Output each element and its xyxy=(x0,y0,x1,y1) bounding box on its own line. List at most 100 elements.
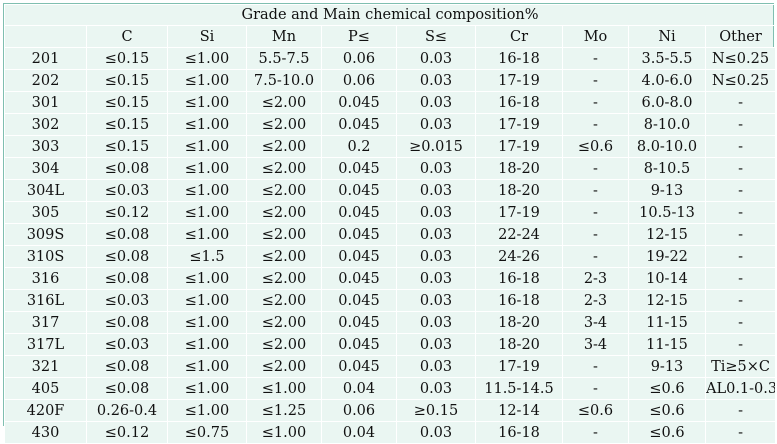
cell-other: - xyxy=(704,179,777,202)
cell-other: AL0.1-0.3 xyxy=(704,377,777,400)
cell-mn: ≤2.00 xyxy=(246,289,322,312)
column-header-si: Si xyxy=(167,25,247,48)
cell-s: 0.03 xyxy=(396,69,476,92)
cell-p: 0.04 xyxy=(321,377,397,400)
grade-cell: 304 xyxy=(4,157,87,180)
grade-cell: 316L xyxy=(4,289,87,312)
grade-cell: 304L xyxy=(4,179,87,202)
cell-mo: - xyxy=(562,69,629,92)
cell-cr: 17-19 xyxy=(475,135,563,158)
cell-s: 0.03 xyxy=(396,333,476,356)
table-row: 201 ≤0.15 ≤1.00 5.5-7.5 0.06 0.03 16-18-3.5-5.… xyxy=(4,47,777,70)
grade-cell: 405 xyxy=(4,377,87,400)
cell-s: 0.03 xyxy=(396,47,476,70)
cell-c: ≤0.08 xyxy=(86,223,168,246)
table-row: 305 ≤0.12 ≤1.00 ≤2.00 0.045 0.03 17-19-10.5-13… xyxy=(4,201,777,224)
cell-s: 0.03 xyxy=(396,113,476,136)
table-row: 309S ≤0.08 ≤1.00 ≤2.00 0.045 0.03 22-24-12-15- xyxy=(4,223,777,246)
cell-ni: 8-10.5 xyxy=(628,157,706,180)
cell-ni: 8.0-10.0 xyxy=(628,135,706,158)
cell-ni: 10.5-13 xyxy=(628,201,706,224)
table-row: 420F 0.26-0.4 ≤1.00 ≤1.25 0.06 ≥0.15 12-14 ≤0.6… xyxy=(4,399,777,422)
cell-mn: ≤2.00 xyxy=(246,267,322,290)
cell-si: ≤1.5 xyxy=(167,245,247,268)
table-row: 316L ≤0.03 ≤1.00 ≤2.00 0.045 0.03 16-18 2-3 12-1… xyxy=(4,289,777,312)
cell-mo: 2-3 xyxy=(562,289,629,312)
cell-ni: 11-15 xyxy=(628,333,706,356)
cell-p: 0.045 xyxy=(321,179,397,202)
cell-cr: 22-24 xyxy=(475,223,563,246)
cell-mn: ≤2.00 xyxy=(246,245,322,268)
cell-mn: 5.5-7.5 xyxy=(246,47,322,70)
cell-p: 0.045 xyxy=(321,157,397,180)
cell-cr: 16-18 xyxy=(475,47,563,70)
cell-ni: 12-15 xyxy=(628,289,706,312)
cell-mn: ≤2.00 xyxy=(246,135,322,158)
cell-mo: 3-4 xyxy=(562,333,629,356)
cell-mo: 2-3 xyxy=(562,267,629,290)
cell-cr: 16-18 xyxy=(475,91,563,114)
cell-p: 0.045 xyxy=(321,245,397,268)
cell-cr: 16-18 xyxy=(475,421,563,444)
cell-si: ≤1.00 xyxy=(167,289,247,312)
cell-mn: ≤2.00 xyxy=(246,355,322,378)
cell-c: ≤0.03 xyxy=(86,333,168,356)
cell-si: ≤1.00 xyxy=(167,399,247,422)
cell-p: 0.045 xyxy=(321,355,397,378)
cell-other: N≤0.25 xyxy=(704,69,777,92)
grade-cell: 202 xyxy=(4,69,87,92)
table-row: 301 ≤0.15 ≤1.00 ≤2.00 0.045 0.03 16-18-6.0-8.0… xyxy=(4,91,777,114)
cell-p: 0.045 xyxy=(321,113,397,136)
cell-other: - xyxy=(704,201,777,224)
cell-mo: - xyxy=(562,201,629,224)
cell-cr: 17-19 xyxy=(475,69,563,92)
cell-c: ≤0.03 xyxy=(86,289,168,312)
cell-other: - xyxy=(704,157,777,180)
cell-c: ≤0.15 xyxy=(86,113,168,136)
table-row: 310S ≤0.08 ≤1.5 ≤2.00 0.045 0.03 24-26-19-22- xyxy=(4,245,777,268)
cell-c: ≤0.12 xyxy=(86,421,168,444)
cell-mn: ≤2.00 xyxy=(246,113,322,136)
cell-s: 0.03 xyxy=(396,421,476,444)
cell-mo: - xyxy=(562,355,629,378)
cell-p: 0.06 xyxy=(321,47,397,70)
cell-ni: 4.0-6.0 xyxy=(628,69,706,92)
cell-si: ≤1.00 xyxy=(167,157,247,180)
cell-mn: ≤2.00 xyxy=(246,223,322,246)
cell-ni: 6.0-8.0 xyxy=(628,91,706,114)
table-row: 321 ≤0.08 ≤1.00 ≤2.00 0.045 0.03 17-19-9-13 Ti≥… xyxy=(4,355,777,378)
cell-c: ≤0.15 xyxy=(86,47,168,70)
cell-si: ≤1.00 xyxy=(167,69,247,92)
cell-mn: ≤2.00 xyxy=(246,157,322,180)
grade-cell: 420F xyxy=(4,399,87,422)
cell-mo: - xyxy=(562,91,629,114)
grade-cell: 302 xyxy=(4,113,87,136)
cell-si: ≤1.00 xyxy=(167,267,247,290)
cell-other: - xyxy=(704,245,777,268)
cell-cr: 12-14 xyxy=(475,399,563,422)
cell-c: ≤0.08 xyxy=(86,267,168,290)
cell-p: 0.045 xyxy=(321,91,397,114)
cell-c: ≤0.08 xyxy=(86,355,168,378)
table-header-row: C Si Mn P≤ S≤ Cr Mo Ni Other xyxy=(4,25,777,48)
cell-c: ≤0.08 xyxy=(86,311,168,334)
cell-cr: 17-19 xyxy=(475,201,563,224)
cell-other: - xyxy=(704,267,777,290)
cell-s: 0.03 xyxy=(396,267,476,290)
cell-other: - xyxy=(704,421,777,444)
cell-cr: 16-18 xyxy=(475,267,563,290)
cell-s: 0.03 xyxy=(396,311,476,334)
cell-ni: 12-15 xyxy=(628,223,706,246)
cell-ni: 10-14 xyxy=(628,267,706,290)
cell-si: ≤1.00 xyxy=(167,47,247,70)
table-row: 316 ≤0.08 ≤1.00 ≤2.00 0.045 0.03 16-18 2-3 10-14… xyxy=(4,267,777,290)
cell-ni: 3.5-5.5 xyxy=(628,47,706,70)
cell-mn: ≤1.00 xyxy=(246,421,322,444)
grade-cell: 305 xyxy=(4,201,87,224)
cell-c: 0.26-0.4 xyxy=(86,399,168,422)
cell-mn: 7.5-10.0 xyxy=(246,69,322,92)
cell-mn: ≤2.00 xyxy=(246,91,322,114)
cell-ni: 8-10.0 xyxy=(628,113,706,136)
cell-c: ≤0.08 xyxy=(86,157,168,180)
cell-p: 0.045 xyxy=(321,223,397,246)
